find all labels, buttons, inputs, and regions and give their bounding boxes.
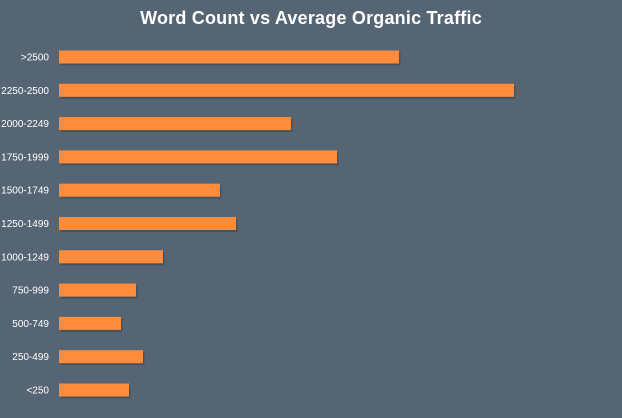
bar [59, 250, 163, 264]
category-label: >2500 [21, 53, 50, 64]
bar [59, 183, 220, 197]
category-label: 2000-2249 [1, 119, 49, 130]
bar [59, 50, 399, 64]
bar [59, 350, 143, 364]
bar [59, 383, 129, 397]
category-label: <250 [26, 386, 49, 397]
category-label: 2250-2500 [1, 86, 49, 97]
category-label: 1000-1249 [1, 252, 49, 263]
category-label: 250-499 [12, 352, 49, 363]
bar [59, 283, 136, 297]
category-label: 1500-1749 [1, 186, 49, 197]
category-label: 750-999 [12, 286, 49, 297]
bar [59, 217, 236, 230]
bar [59, 117, 291, 131]
category-label: 1250-1499 [1, 219, 49, 230]
bar [59, 316, 121, 330]
bar [59, 83, 514, 97]
bar [59, 150, 337, 164]
chart-title: Word Count vs Average Organic Traffic [140, 8, 482, 28]
category-label: 1750-1999 [1, 152, 49, 163]
category-label: 500-749 [12, 319, 49, 330]
